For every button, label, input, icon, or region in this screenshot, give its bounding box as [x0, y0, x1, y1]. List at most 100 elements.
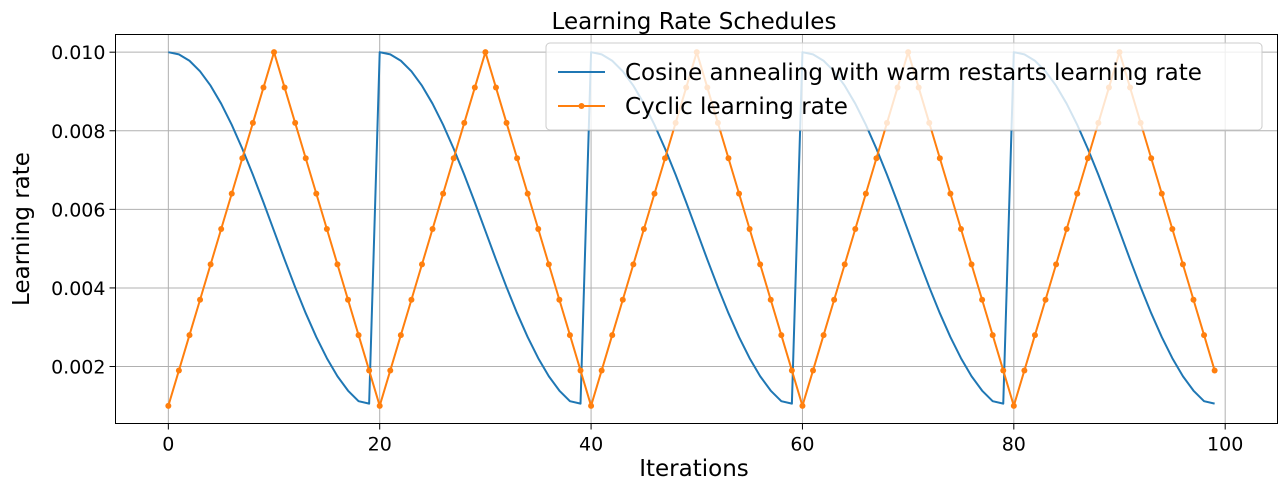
data-point-cyclic [366, 367, 373, 374]
x-tick-label: 60 [790, 434, 814, 456]
data-point-cyclic [281, 84, 288, 91]
y-tick-label: 0.010 [51, 42, 105, 64]
y-axis-label: Learning rate [9, 152, 35, 306]
data-point-cyclic [556, 296, 563, 303]
data-point-cyclic [1074, 190, 1081, 197]
data-point-cyclic [989, 332, 996, 339]
y-tick-label: 0.004 [51, 278, 105, 300]
data-point-cyclic [387, 367, 394, 374]
legend-label-cosine: Cosine annealing with warm restarts lear… [625, 60, 1202, 86]
data-point-cyclic [535, 226, 542, 232]
plot-frame [115, 34, 1278, 424]
data-point-cyclic [492, 84, 499, 91]
data-point-cyclic [397, 332, 404, 339]
data-point-cyclic [323, 226, 330, 232]
legend-marker-cyclic [578, 103, 585, 109]
x-tick-label: 80 [1002, 434, 1026, 456]
data-point-cyclic [313, 190, 320, 197]
data-point-cyclic [408, 296, 415, 303]
data-point-cyclic [482, 49, 489, 56]
data-point-cyclic [598, 367, 605, 374]
data-point-cyclic [725, 155, 732, 162]
data-point-cyclic [820, 332, 827, 339]
data-point-cyclic [239, 155, 246, 162]
data-point-cyclic [1063, 226, 1070, 232]
data-point-cyclic [450, 155, 457, 162]
chart-title: Learning Rate Schedules [552, 9, 837, 35]
data-point-cyclic [271, 49, 278, 56]
data-point-cyclic [1042, 296, 1049, 303]
data-point-cyclic [1053, 261, 1060, 268]
data-point-cyclic [165, 402, 172, 409]
data-point-cyclic [873, 155, 880, 162]
data-point-cyclic [418, 261, 425, 268]
y-tick-label: 0.002 [51, 357, 105, 379]
x-tick-label: 100 [1207, 434, 1243, 456]
data-point-cyclic [186, 332, 193, 339]
data-point-cyclic [292, 119, 299, 126]
legend-label-cyclic: Cyclic learning rate [625, 94, 848, 120]
data-point-cyclic [218, 226, 225, 232]
x-tick-label: 0 [162, 434, 174, 456]
data-point-cyclic [947, 190, 954, 197]
data-point-cyclic [799, 402, 806, 409]
data-point-cyclic [1021, 367, 1028, 374]
data-point-cyclic [588, 402, 595, 409]
data-point-cyclic [619, 296, 626, 303]
data-point-cyclic [957, 226, 964, 232]
data-point-cyclic [778, 332, 785, 339]
data-point-cyclic [1169, 226, 1176, 232]
y-axis-ticks: 0.002 0.004 0.006 0.008 0.010 [51, 42, 116, 379]
data-point-cyclic [1084, 155, 1091, 162]
data-point-cyclic [514, 155, 521, 162]
x-tick-label: 40 [579, 434, 603, 456]
data-point-cyclic [662, 155, 669, 162]
data-point-cyclic [651, 190, 658, 197]
data-point-cyclic [841, 261, 848, 268]
data-point-cyclic [228, 190, 235, 197]
data-point-cyclic [1190, 296, 1197, 303]
data-point-cyclic [566, 332, 573, 339]
data-point-cyclic [503, 119, 510, 126]
data-point-cyclic [376, 402, 383, 409]
y-tick-label: 0.006 [51, 199, 105, 221]
data-point-cyclic [440, 190, 447, 197]
data-point-cyclic [429, 226, 436, 232]
data-point-cyclic [334, 261, 341, 268]
data-point-cyclic [630, 261, 637, 268]
data-point-cyclic [1031, 332, 1038, 339]
data-point-cyclic [260, 84, 267, 91]
data-point-cyclic [1201, 332, 1208, 339]
data-point-cyclic [757, 261, 764, 268]
data-point-cyclic [577, 367, 584, 374]
data-point-cyclic [302, 155, 309, 162]
data-point-cyclic [175, 367, 182, 374]
data-point-cyclic [767, 296, 774, 303]
data-point-cyclic [1179, 261, 1186, 268]
data-point-cyclic [249, 119, 256, 126]
y-tick-label: 0.008 [51, 121, 105, 143]
data-point-cyclic [788, 367, 795, 374]
data-point-cyclic [355, 332, 362, 339]
data-point-cyclic [524, 190, 531, 197]
data-point-cyclic [1211, 367, 1218, 374]
data-point-cyclic [1000, 367, 1007, 374]
data-point-cyclic [545, 261, 552, 268]
data-point-cyclic [979, 296, 986, 303]
data-point-cyclic [1010, 402, 1017, 409]
x-axis-ticks: 0 20 40 60 80 100 [162, 423, 1243, 456]
data-point-cyclic [746, 226, 753, 232]
data-point-cyclic [197, 296, 204, 303]
legend-box [545, 42, 1263, 131]
data-point-cyclic [461, 119, 468, 126]
data-point-cyclic [736, 190, 743, 197]
data-point-cyclic [1148, 155, 1155, 162]
data-point-cyclic [862, 190, 869, 197]
data-point-cyclic [609, 332, 616, 339]
data-point-cyclic [345, 296, 352, 303]
data-point-cyclic [471, 84, 478, 91]
data-point-cyclic [207, 261, 214, 268]
x-axis-label: Iterations [639, 456, 749, 482]
data-point-cyclic [968, 261, 975, 268]
